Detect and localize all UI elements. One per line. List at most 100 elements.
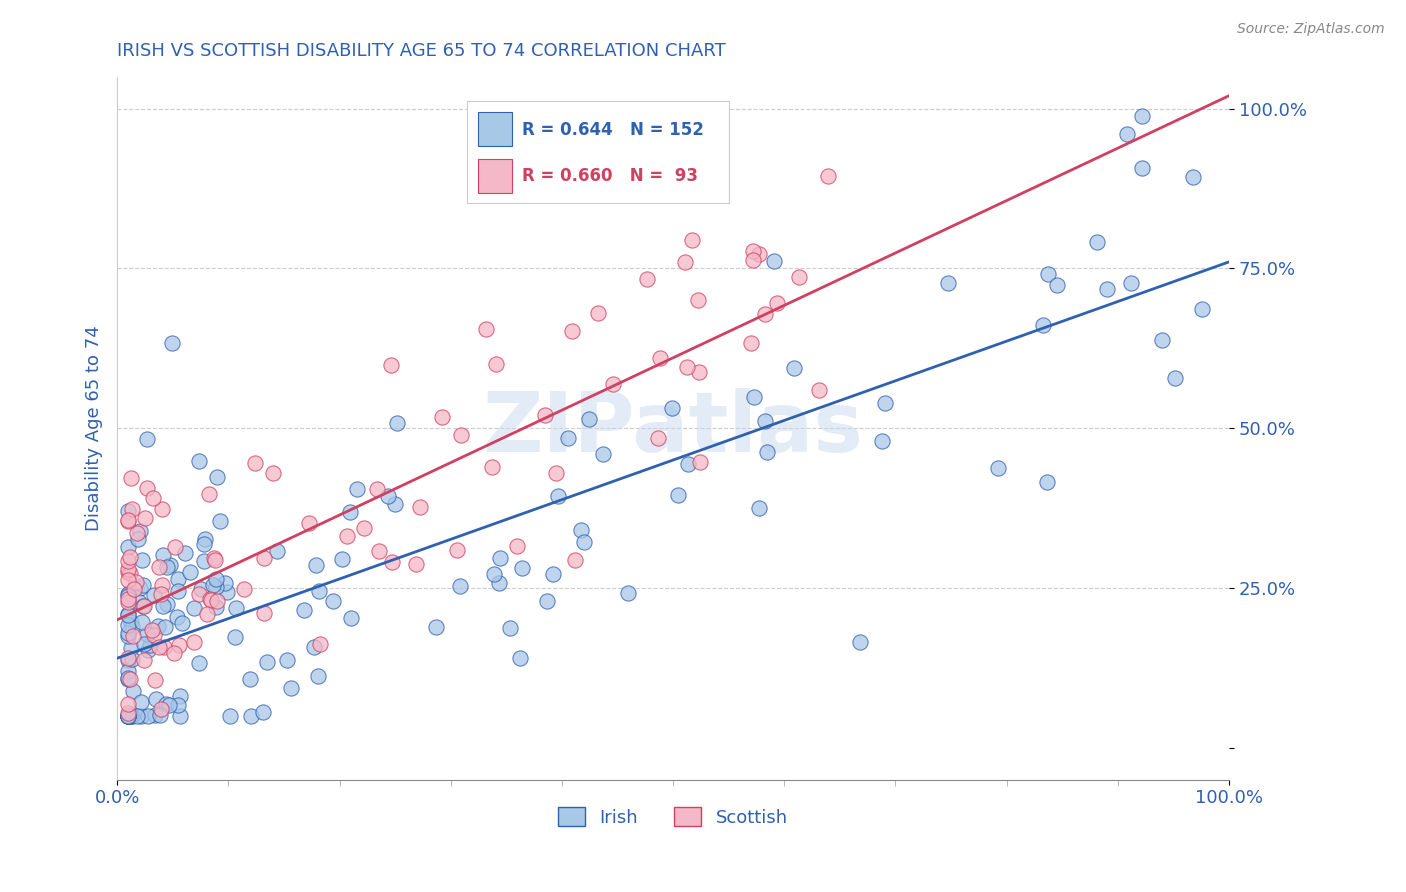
Point [748,501,770,516]
Point [146,619,169,633]
Point [129,581,152,595]
Point [136,708,159,723]
Point [204,553,226,567]
Point [256,656,278,670]
Point [253,606,276,620]
Point [132,637,155,651]
Point [1164,371,1187,385]
Point [787,269,810,284]
Point [688,365,710,379]
Point [681,233,703,247]
Point [187,587,209,601]
Point [233,582,256,596]
Point [188,454,211,468]
Point [252,705,274,719]
Point [149,707,172,722]
Point [132,599,155,613]
Point [190,582,212,596]
Point [117,562,139,576]
Point [117,708,139,723]
Point [346,483,368,497]
Point [118,708,141,723]
Point [120,471,142,485]
Point [449,579,471,593]
Point [602,376,624,391]
Point [987,461,1010,475]
Point [183,601,205,615]
Point [205,580,228,594]
Point [117,554,139,568]
Point [368,544,391,558]
Point [817,169,839,183]
Point [387,416,409,430]
Point [544,466,567,480]
Point [157,698,180,713]
Point [475,322,498,336]
Point [872,434,894,449]
Point [262,467,284,481]
Point [330,551,353,566]
Point [135,627,157,641]
Point [117,514,139,528]
Point [1036,475,1059,489]
Point [742,390,765,404]
Point [132,653,155,667]
Text: IRISH VS SCOTTISH DISABILITY AGE 65 TO 74 CORRELATION CHART: IRISH VS SCOTTISH DISABILITY AGE 65 TO 7… [117,42,725,60]
Point [167,572,190,586]
Point [1119,276,1142,290]
Point [167,698,190,712]
Point [482,567,505,582]
Point [686,293,709,307]
Point [122,582,145,597]
Point [240,708,263,723]
Point [117,592,139,607]
Point [145,692,167,706]
Point [141,624,163,638]
Point [1046,277,1069,292]
Point [163,540,186,554]
Point [117,672,139,686]
Point [557,431,579,445]
Point [120,641,142,656]
Point [127,532,149,546]
Point [353,521,375,535]
Point [117,595,139,609]
Point [117,708,139,723]
Point [148,559,170,574]
Point [204,599,226,614]
Point [298,516,321,530]
Point [547,489,569,503]
Point [499,621,522,635]
Point [561,324,583,338]
Point [253,550,276,565]
Point [120,615,142,629]
Point [121,708,143,723]
Point [506,539,529,553]
Point [509,651,531,665]
Point [673,254,696,268]
Point [131,708,153,723]
Point [200,592,222,607]
Point [307,669,329,683]
Point [143,673,166,687]
Point [280,681,302,696]
Point [166,610,188,624]
Text: Source: ZipAtlas.com: Source: ZipAtlas.com [1237,22,1385,37]
Point [636,271,658,285]
Point [292,603,315,617]
Point [128,595,150,609]
Point [150,502,173,516]
Point [139,639,162,653]
Point [1130,161,1153,175]
Point [485,357,508,371]
Point [194,533,217,547]
Point [138,642,160,657]
Point [152,640,174,654]
Point [143,708,166,723]
Point [120,672,142,686]
Point [183,635,205,649]
Point [135,481,157,495]
Point [689,455,711,469]
Point [408,500,430,515]
Point [276,653,298,667]
